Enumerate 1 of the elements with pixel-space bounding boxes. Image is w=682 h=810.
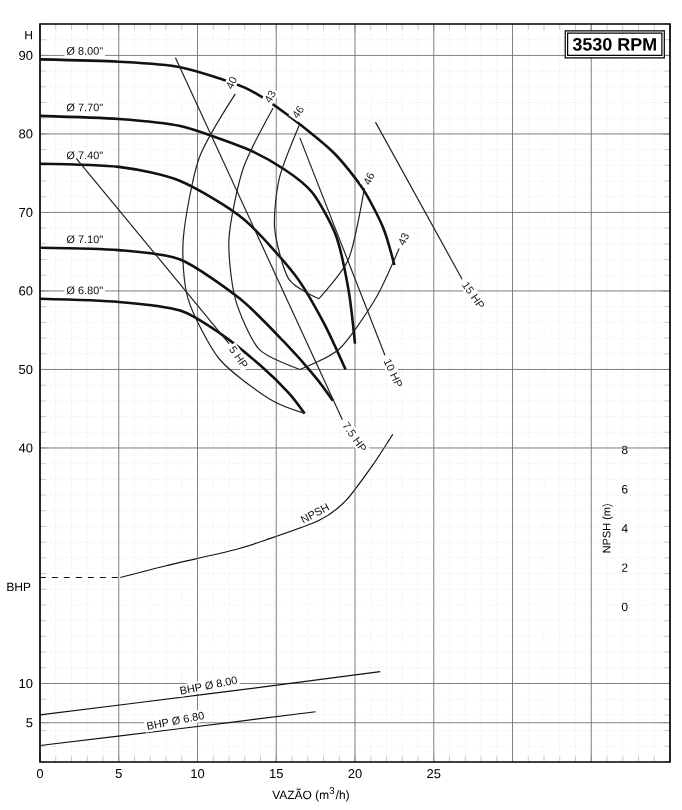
text: 3530 RPM xyxy=(572,37,656,51)
